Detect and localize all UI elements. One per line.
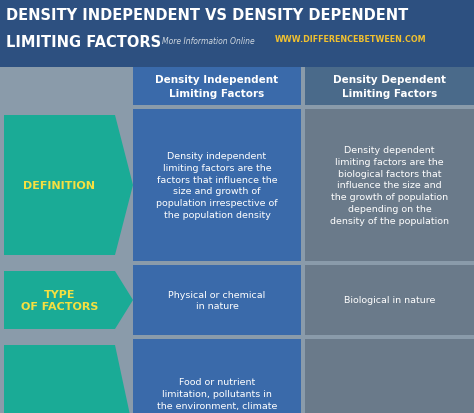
Polygon shape	[4, 345, 133, 413]
FancyBboxPatch shape	[133, 110, 301, 261]
FancyBboxPatch shape	[133, 339, 301, 413]
Text: Biological in nature: Biological in nature	[344, 296, 435, 305]
Polygon shape	[4, 116, 133, 255]
FancyBboxPatch shape	[0, 0, 474, 68]
Text: TYPE
OF FACTORS: TYPE OF FACTORS	[21, 289, 98, 311]
Text: LIMITING FACTORS: LIMITING FACTORS	[6, 35, 161, 50]
Text: Density Dependent
Limiting Factors: Density Dependent Limiting Factors	[333, 75, 446, 98]
Text: WWW.DIFFERENCEBETWEEN.COM: WWW.DIFFERENCEBETWEEN.COM	[275, 35, 427, 44]
Text: Food or nutrient
limitation, pollutants in
the environment, climate
extremes inc: Food or nutrient limitation, pollutants …	[157, 377, 277, 413]
FancyBboxPatch shape	[133, 266, 301, 335]
Text: Density independent
limiting factors are the
factors that influence the
size and: Density independent limiting factors are…	[156, 152, 278, 219]
FancyBboxPatch shape	[305, 339, 474, 413]
Text: DEFINITION: DEFINITION	[24, 180, 95, 190]
FancyBboxPatch shape	[305, 110, 474, 261]
FancyBboxPatch shape	[305, 68, 474, 106]
Text: Density Independent
Limiting Factors: Density Independent Limiting Factors	[155, 75, 279, 98]
Text: Physical or chemical
in nature: Physical or chemical in nature	[168, 290, 265, 311]
FancyBboxPatch shape	[133, 68, 301, 106]
Polygon shape	[4, 271, 133, 329]
FancyBboxPatch shape	[305, 266, 474, 335]
Text: More Information Online: More Information Online	[162, 37, 255, 46]
Text: DENSITY INDEPENDENT VS DENSITY DEPENDENT: DENSITY INDEPENDENT VS DENSITY DEPENDENT	[6, 8, 408, 23]
Text: Density dependent
limiting factors are the
biological factors that
influence the: Density dependent limiting factors are t…	[330, 146, 449, 225]
